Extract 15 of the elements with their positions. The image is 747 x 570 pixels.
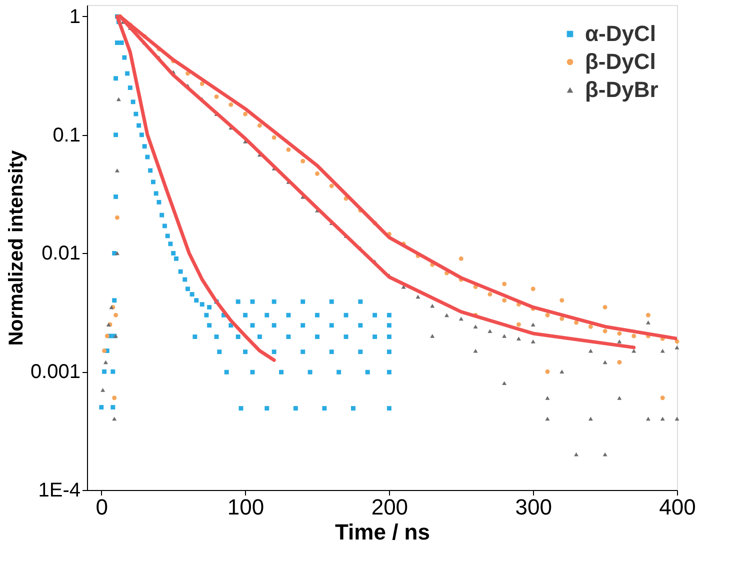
x-tick-label: 100 (227, 494, 264, 520)
x-tick-label: 0 (96, 494, 108, 520)
y-axis-title: Normalized intensity (5, 149, 28, 346)
legend-label: α-DyCl (585, 21, 656, 46)
x-tick-label: 400 (659, 494, 696, 520)
y-tick-label: 0.01 (42, 242, 80, 265)
x-tick-label: 300 (515, 494, 552, 520)
y-tick-label: 1 (69, 6, 80, 28)
y-tick-label: 0.1 (52, 124, 80, 146)
y-tick-label: 0.001 (30, 361, 80, 384)
y-tick-label: 1E-4 (38, 480, 80, 502)
x-axis-title: Time / ns (335, 520, 430, 544)
x-tick-label: 200 (371, 494, 408, 520)
legend-label: β-DyBr (585, 77, 659, 102)
legend-label: β-DyCl (585, 49, 656, 74)
